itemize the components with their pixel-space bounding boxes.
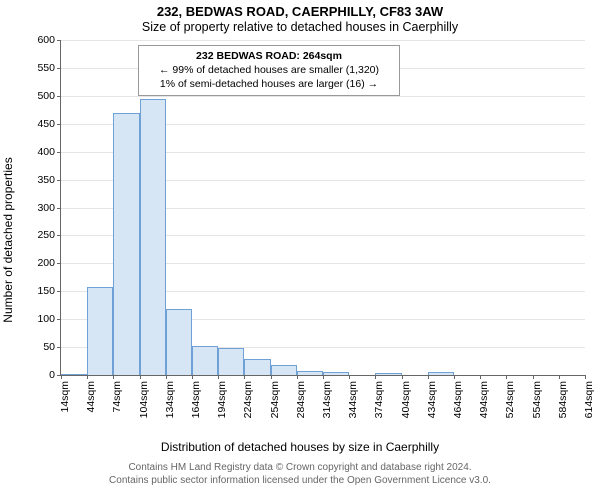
x-tick-label: 554sqm: [531, 381, 543, 418]
x-tick: [61, 375, 62, 379]
histogram-bar: [375, 373, 401, 375]
x-tick-label: 194sqm: [216, 381, 228, 418]
y-tick: [57, 96, 61, 97]
x-tick-label: 434sqm: [426, 381, 438, 418]
x-tick: [244, 375, 245, 379]
x-tick: [559, 375, 560, 379]
x-tick-label: 584sqm: [557, 381, 569, 418]
x-tick: [480, 375, 481, 379]
y-tick-label: 450: [37, 118, 55, 130]
histogram-bar: [113, 113, 139, 375]
y-tick-label: 200: [37, 257, 55, 269]
footer-line2: Contains public sector information licen…: [109, 475, 491, 486]
x-tick-label: 344sqm: [347, 381, 359, 418]
histogram-bar: [87, 287, 113, 375]
y-tick-label: 400: [37, 146, 55, 158]
x-tick-label: 404sqm: [400, 381, 412, 418]
page-subtitle: Size of property relative to detached ho…: [0, 20, 600, 34]
x-tick: [428, 375, 429, 379]
histogram-bar: [271, 365, 297, 375]
x-axis-label: Distribution of detached houses by size …: [0, 440, 600, 454]
y-tick-label: 600: [37, 34, 55, 46]
x-tick-label: 134sqm: [164, 381, 176, 418]
x-tick-label: 374sqm: [373, 381, 385, 418]
gridline: [61, 40, 585, 41]
histogram-bar: [61, 374, 87, 375]
x-tick: [349, 375, 350, 379]
y-tick: [57, 347, 61, 348]
x-tick-label: 254sqm: [269, 381, 281, 418]
y-tick: [57, 152, 61, 153]
histogram-bar: [244, 359, 270, 375]
histogram-bar: [323, 372, 349, 375]
histogram-bar: [166, 309, 192, 375]
histogram-bar: [428, 372, 454, 375]
y-tick: [57, 319, 61, 320]
x-tick: [375, 375, 376, 379]
badge-line1: 232 BEDWAS ROAD: 264sqm: [145, 49, 393, 63]
y-tick-label: 250: [37, 229, 55, 241]
x-tick: [585, 375, 586, 379]
y-tick-label: 550: [37, 62, 55, 74]
y-tick-label: 50: [43, 341, 55, 353]
histogram-bar: [218, 348, 244, 375]
y-tick: [57, 124, 61, 125]
y-tick: [57, 68, 61, 69]
x-tick: [113, 375, 114, 379]
x-tick: [218, 375, 219, 379]
x-tick-label: 74sqm: [111, 381, 123, 413]
y-tick: [57, 40, 61, 41]
y-axis-label: Number of detached properties: [1, 157, 15, 322]
callout-badge: 232 BEDWAS ROAD: 264sqm ← 99% of detache…: [138, 45, 400, 96]
x-tick: [323, 375, 324, 379]
x-tick-label: 284sqm: [295, 381, 307, 418]
badge-line3: 1% of semi-detached houses are larger (1…: [145, 77, 393, 91]
x-tick-label: 224sqm: [242, 381, 254, 418]
badge-line2: ← 99% of detached houses are smaller (1,…: [145, 63, 393, 77]
x-tick-label: 464sqm: [452, 381, 464, 418]
x-tick-label: 14sqm: [59, 381, 71, 413]
x-tick: [402, 375, 403, 379]
gridline: [61, 96, 585, 97]
y-tick: [57, 291, 61, 292]
y-tick-label: 0: [49, 369, 55, 381]
y-tick-label: 350: [37, 174, 55, 186]
x-tick: [166, 375, 167, 379]
y-tick-label: 300: [37, 202, 55, 214]
histogram-bar: [192, 346, 218, 375]
x-tick: [192, 375, 193, 379]
y-tick: [57, 208, 61, 209]
y-tick: [57, 263, 61, 264]
x-tick: [533, 375, 534, 379]
y-tick: [57, 180, 61, 181]
x-tick-label: 44sqm: [85, 381, 97, 413]
y-tick: [57, 235, 61, 236]
x-tick-label: 314sqm: [321, 381, 333, 418]
histogram-bar: [140, 99, 166, 375]
footer-attribution: Contains HM Land Registry data © Crown c…: [0, 462, 600, 487]
x-tick: [454, 375, 455, 379]
y-tick-label: 150: [37, 285, 55, 297]
x-tick-label: 104sqm: [138, 381, 150, 418]
x-tick-label: 494sqm: [478, 381, 490, 418]
x-tick-label: 614sqm: [583, 381, 595, 418]
x-tick: [271, 375, 272, 379]
histogram-bar: [297, 371, 323, 375]
x-tick: [87, 375, 88, 379]
y-tick-label: 500: [37, 90, 55, 102]
x-tick: [140, 375, 141, 379]
x-tick: [506, 375, 507, 379]
page-title: 232, BEDWAS ROAD, CAERPHILLY, CF83 3AW: [0, 4, 600, 19]
x-tick-label: 524sqm: [504, 381, 516, 418]
x-tick: [297, 375, 298, 379]
x-tick-label: 164sqm: [190, 381, 202, 418]
footer-line1: Contains HM Land Registry data © Crown c…: [128, 462, 471, 473]
y-tick-label: 100: [37, 313, 55, 325]
